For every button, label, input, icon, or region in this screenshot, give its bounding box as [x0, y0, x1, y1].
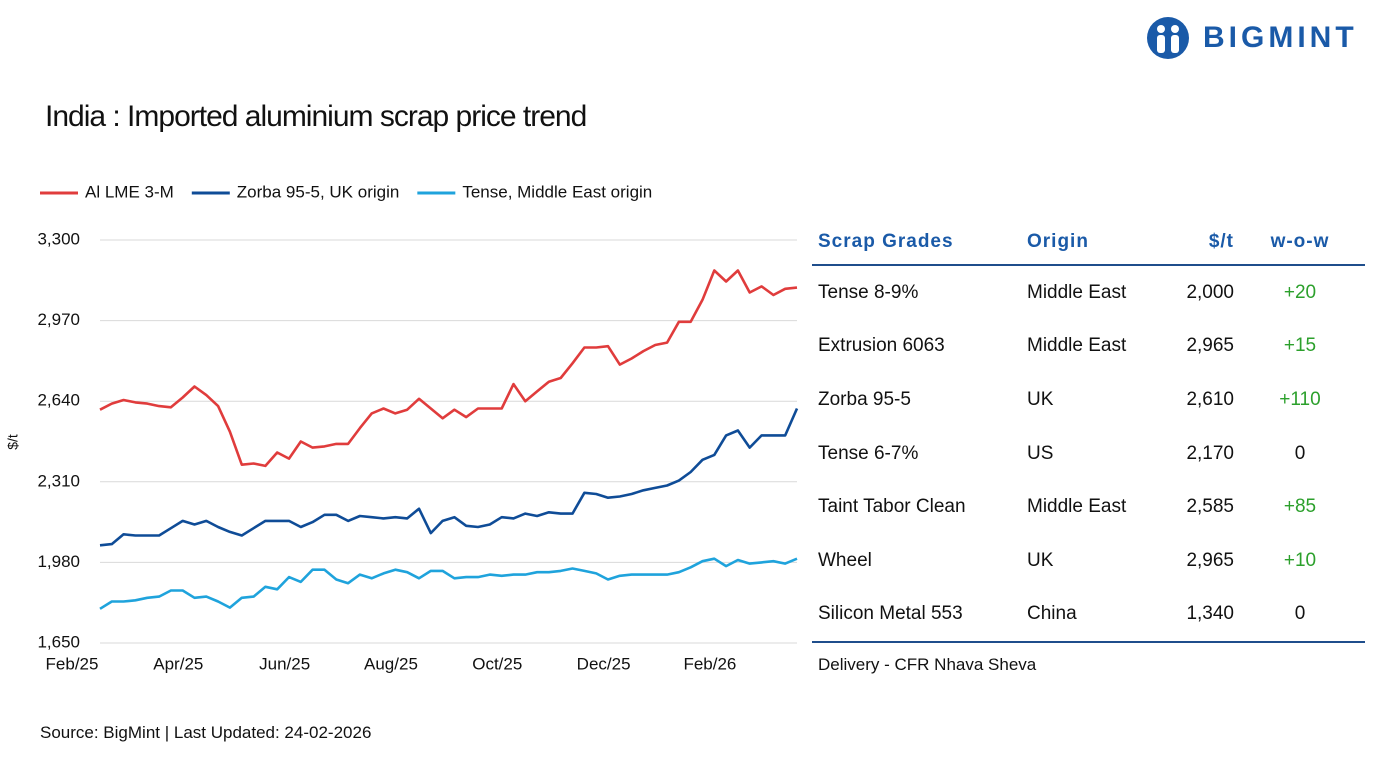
- footer: Source: BigMint | Last Updated: 24-02-20…: [40, 723, 372, 742]
- table-cell: Middle East: [1027, 335, 1127, 357]
- table-note: Delivery - CFR Nhava Sheva: [818, 655, 1037, 674]
- table-header-cell: Scrap Grades: [812, 220, 1026, 266]
- table-cell: 2,965: [1186, 335, 1234, 357]
- y-tick-label: 3,300: [37, 229, 80, 248]
- table-header-cell: $/t: [1153, 220, 1235, 266]
- chart-title: India : Imported aluminium scrap price t…: [45, 100, 587, 133]
- series-line: [99, 557, 798, 610]
- table-row: Tense 8-9% Middle East 2,000 +20: [812, 265, 1365, 320]
- series-line: [99, 269, 798, 468]
- table-row: Zorba 95-5 UK 2,610 +110: [812, 373, 1365, 427]
- table-cell: Tense 8-9%: [818, 281, 919, 303]
- table-header-cell: Origin: [1026, 220, 1153, 266]
- table-cell: +10: [1283, 549, 1317, 571]
- table-cell: Wheel: [818, 549, 872, 571]
- table-cell: 2,000: [1186, 281, 1234, 303]
- table-cell: 0: [1235, 587, 1365, 644]
- y-tick-label: 2,970: [37, 310, 80, 329]
- table-cell: Silicon Metal 553: [812, 587, 1026, 644]
- table-cell: 2,965: [1186, 549, 1234, 571]
- table-cell: US: [1027, 442, 1054, 464]
- logo-icon: [1147, 17, 1189, 59]
- table-cell: 2,610: [1186, 388, 1234, 410]
- table-cell: 2,585: [1186, 496, 1234, 518]
- table-cell: Extrusion 6063: [818, 335, 945, 357]
- y-axis-label: $/t: [5, 434, 21, 450]
- table-row: Tense 6-7% US 2,170 0: [812, 427, 1365, 481]
- x-tick-label: Dec/25: [577, 654, 631, 673]
- y-tick-label: 1,650: [37, 632, 80, 651]
- table-row: Taint Tabor Clean Middle East 2,585 +85: [812, 480, 1365, 534]
- x-tick-label: Oct/25: [472, 654, 522, 673]
- table-row: Silicon Metal 553 China 1,340 0: [812, 587, 1365, 644]
- price-table: Scrap Grades Origin $/t w-o-w Tense 8-9% Midd…: [812, 220, 1365, 644]
- table-cell: +15: [1283, 335, 1317, 357]
- table-cell: Middle East: [1027, 281, 1127, 303]
- x-tick-label: Jun/25: [259, 654, 310, 673]
- table-cell: Tense 6-7%: [818, 442, 919, 464]
- table-row: Extrusion 6063 Middle East 2,965 +15: [812, 320, 1365, 374]
- table-header-cell: w-o-w: [1235, 220, 1365, 266]
- logo-text: BIGMINT: [1203, 21, 1358, 54]
- logo: BIGMINT: [1145, 15, 1358, 61]
- table-cell: +110: [1279, 388, 1321, 410]
- y-tick-label: 1,980: [37, 552, 80, 571]
- legend-label: Al LME 3-M: [85, 182, 174, 201]
- series-line: [99, 407, 799, 547]
- x-tick-label: Feb/25: [46, 654, 99, 673]
- table-cell: +20: [1283, 281, 1317, 303]
- table-cell: China: [1026, 587, 1153, 644]
- legend-label: Tense, Middle East origin: [462, 182, 652, 201]
- table-cell: UK: [1027, 388, 1054, 410]
- table-cell: +85: [1283, 496, 1317, 518]
- y-tick-label: 2,310: [37, 471, 80, 490]
- x-tick-label: Feb/26: [683, 654, 736, 673]
- x-tick-label: Aug/25: [364, 654, 418, 673]
- table-cell: 0: [1294, 442, 1306, 464]
- table-cell: Taint Tabor Clean: [818, 496, 966, 518]
- y-tick-label: 2,640: [37, 391, 80, 410]
- chart: 1,650 1,980 2,310 2,640 2,970 3,300 $/t Feb/25 A…: [5, 182, 799, 673]
- table-cell: 1,340: [1153, 587, 1235, 644]
- x-tick-label: Apr/25: [153, 654, 203, 673]
- legend-label: Zorba 95-5, UK origin: [237, 182, 400, 201]
- table-row: Wheel UK 2,965 +10: [812, 534, 1365, 588]
- table-cell: UK: [1027, 549, 1054, 571]
- table-cell: 2,170: [1186, 442, 1234, 464]
- table-cell: Middle East: [1027, 496, 1127, 518]
- table-cell: Zorba 95-5: [818, 388, 911, 410]
